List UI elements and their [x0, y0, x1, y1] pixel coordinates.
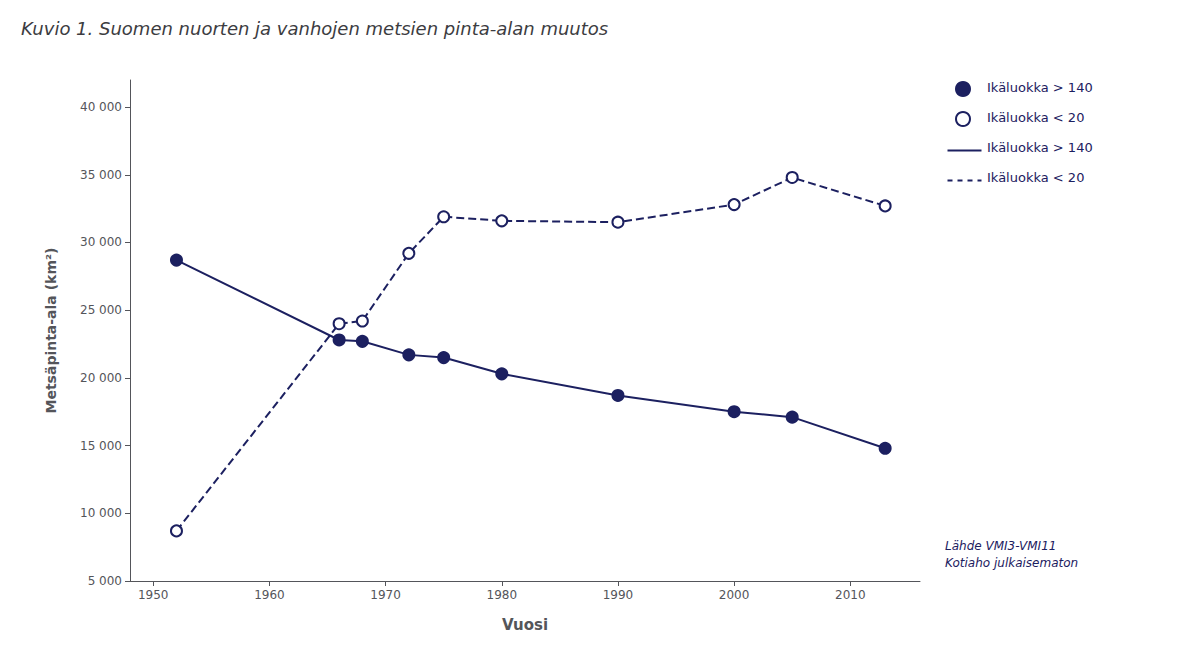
svg-text:15 000: 15 000: [80, 439, 122, 453]
svg-text:Ikäluokka < 20: Ikäluokka < 20: [987, 170, 1084, 185]
svg-text:Kuvio 1. Suomen nuorten ja van: Kuvio 1. Suomen nuorten ja vanhojen mets…: [21, 18, 608, 39]
svg-text:Metsäpinta-ala (km²): Metsäpinta-ala (km²): [43, 247, 59, 413]
svg-text:2010: 2010: [835, 588, 866, 602]
svg-text:35 000: 35 000: [80, 168, 122, 182]
svg-text:Ikäluokka < 20: Ikäluokka < 20: [987, 110, 1084, 125]
svg-text:1970: 1970: [370, 588, 401, 602]
svg-text:2000: 2000: [719, 588, 750, 602]
svg-text:1960: 1960: [254, 588, 285, 602]
svg-text:30 000: 30 000: [80, 235, 122, 249]
svg-text:10 000: 10 000: [80, 506, 122, 520]
svg-text:20 000: 20 000: [80, 371, 122, 385]
svg-text:Kotiaho julkaisematon: Kotiaho julkaisematon: [945, 556, 1078, 570]
svg-text:Ikäluokka > 140: Ikäluokka > 140: [987, 80, 1093, 95]
svg-text:40 000: 40 000: [80, 100, 122, 114]
svg-text:Lähde VMI3-VMI11: Lähde VMI3-VMI11: [945, 539, 1056, 553]
svg-text:Ikäluokka > 140: Ikäluokka > 140: [987, 140, 1093, 155]
svg-text:Vuosi: Vuosi: [502, 616, 548, 634]
svg-text:1950: 1950: [138, 588, 169, 602]
svg-text:1980: 1980: [486, 588, 517, 602]
svg-text:25 000: 25 000: [80, 303, 122, 317]
svg-text:1990: 1990: [603, 588, 634, 602]
svg-text:5 000: 5 000: [88, 574, 122, 588]
